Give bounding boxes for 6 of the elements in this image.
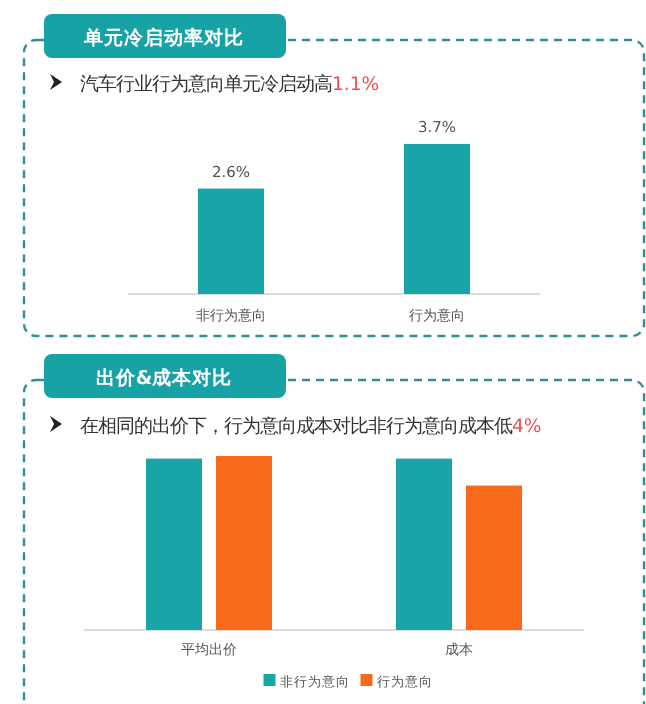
chart-title: 出价&成本对比 <box>95 366 233 390</box>
text: 1.1% <box>332 74 380 96</box>
chart-subtitle: 在相同的出价下，行为意向成本对比非行为意向成本低 <box>80 416 512 438</box>
chart-subtitle: 汽车行业行为意向单元冷启动高 <box>80 74 332 96</box>
text: 4% <box>512 416 542 438</box>
chart-title: 单元冷启动率对比 <box>82 26 244 50</box>
